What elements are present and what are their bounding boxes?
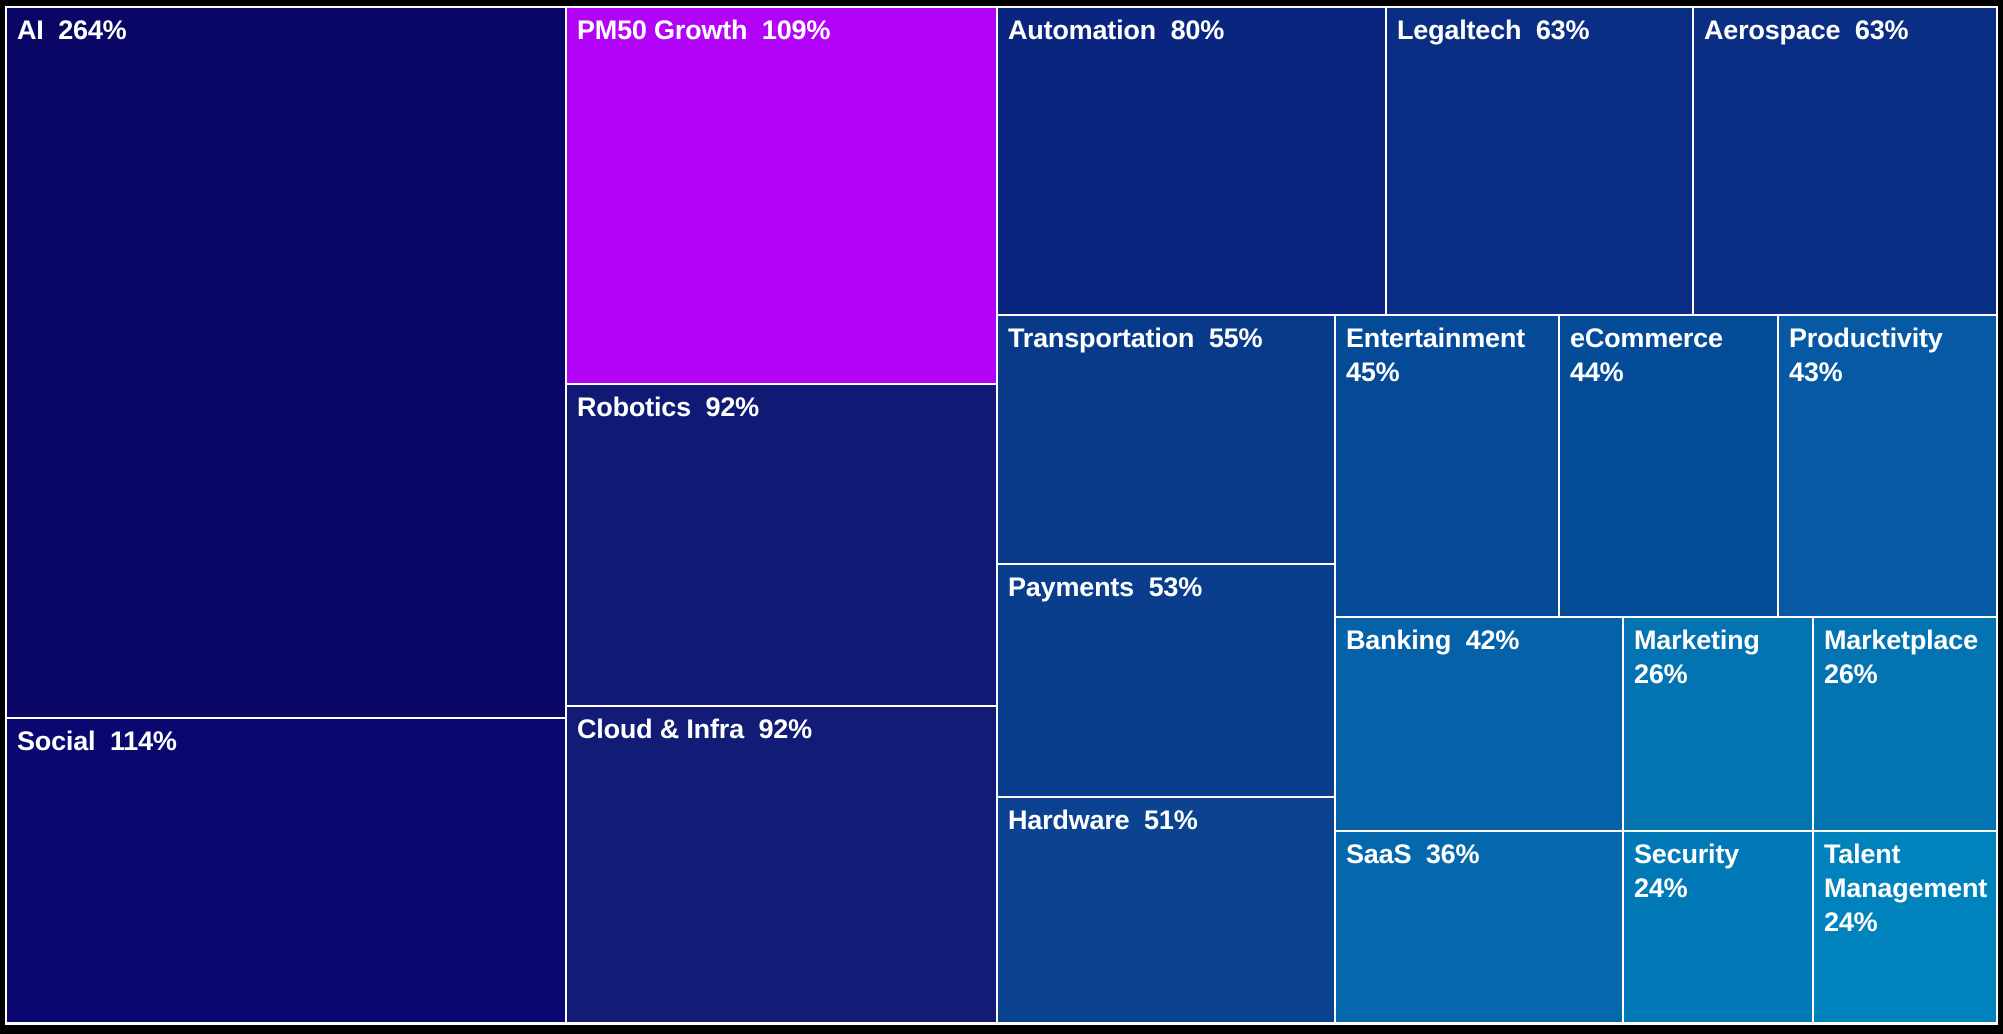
treemap: AI 264% Social 114% PM50 Growth 109% Rob… [5, 6, 1998, 1025]
cell-label: PM50 Growth 109% [577, 15, 831, 45]
treemap-cell-banking[interactable]: Banking 42% [1336, 618, 1622, 830]
cell-label: Transportation 55% [1008, 323, 1263, 353]
cell-label: Hardware 51% [1008, 805, 1198, 835]
treemap-cell-marketplace[interactable]: Marketplace 26% [1814, 618, 1996, 830]
cell-label: Talent Management 24% [1824, 839, 1988, 937]
cell-label: Marketplace 26% [1824, 625, 1993, 689]
treemap-cell-ecommerce[interactable]: eCommerce 44% [1560, 316, 1777, 616]
treemap-cell-hardware[interactable]: Hardware 51% [998, 798, 1334, 1022]
cell-label: Productivity 43% [1789, 323, 1958, 387]
treemap-cell-pm50-growth[interactable]: PM50 Growth 109% [567, 8, 996, 383]
cell-label: Marketing 26% [1634, 625, 1775, 689]
treemap-cell-security[interactable]: Security 24% [1624, 832, 1812, 1022]
cell-label: Cloud & Infra 92% [577, 714, 812, 744]
cell-label: Social 114% [17, 726, 177, 756]
treemap-cell-robotics[interactable]: Robotics 92% [567, 385, 996, 705]
cell-label: Automation 80% [1008, 15, 1225, 45]
cell-label: AI 264% [17, 15, 127, 45]
treemap-cell-cloud-infra[interactable]: Cloud & Infra 92% [567, 707, 996, 1022]
cell-label: Payments 53% [1008, 572, 1203, 602]
treemap-cell-productivity[interactable]: Productivity 43% [1779, 316, 1996, 616]
cell-label: SaaS 36% [1346, 839, 1480, 869]
cell-label: Security 24% [1634, 839, 1754, 903]
treemap-cell-payments[interactable]: Payments 53% [998, 565, 1334, 796]
treemap-cell-aerospace[interactable]: Aerospace 63% [1694, 8, 1996, 314]
cell-label: Robotics 92% [577, 392, 759, 422]
cell-label: eCommerce 44% [1570, 323, 1738, 387]
treemap-cell-transportation[interactable]: Transportation 55% [998, 316, 1334, 563]
treemap-cell-ai[interactable]: AI 264% [7, 8, 565, 717]
treemap-cell-entertainment[interactable]: Entertainment 45% [1336, 316, 1558, 616]
cell-label: Aerospace 63% [1704, 15, 1909, 45]
cell-label: Legaltech 63% [1397, 15, 1590, 45]
treemap-cell-social[interactable]: Social 114% [7, 719, 565, 1022]
cell-label: Banking 42% [1346, 625, 1520, 655]
cell-label: Entertainment 45% [1346, 323, 1540, 387]
treemap-cell-automation[interactable]: Automation 80% [998, 8, 1385, 314]
treemap-cell-marketing[interactable]: Marketing 26% [1624, 618, 1812, 830]
treemap-cell-saas[interactable]: SaaS 36% [1336, 832, 1622, 1022]
treemap-cell-legaltech[interactable]: Legaltech 63% [1387, 8, 1692, 314]
treemap-cell-talent-management[interactable]: Talent Management 24% [1814, 832, 1996, 1022]
